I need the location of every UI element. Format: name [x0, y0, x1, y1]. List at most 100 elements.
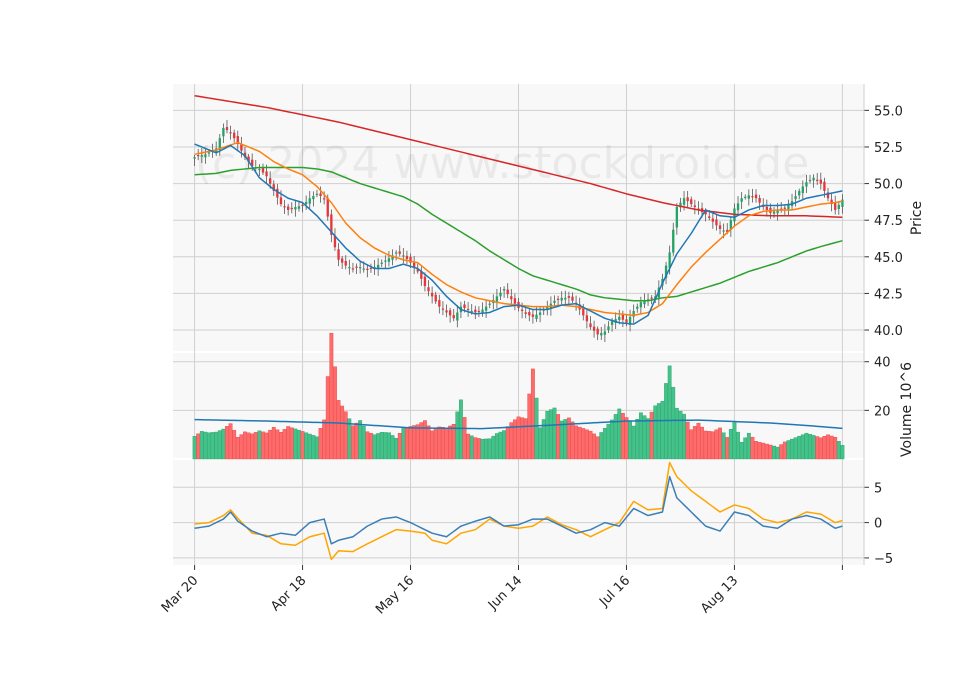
volume-bar [203, 431, 208, 460]
volume-bar [369, 432, 373, 460]
volume-bar [685, 421, 690, 460]
volume-bar [606, 423, 611, 460]
candle-body [272, 184, 275, 191]
candle-body [704, 211, 707, 215]
volume-bar [275, 429, 280, 460]
oscillator-ytick-label: −5 [874, 552, 893, 567]
candle-body [193, 157, 196, 159]
volume-bar [556, 414, 560, 460]
candle-body [528, 312, 531, 316]
volume-bar [257, 430, 262, 460]
candle-body [448, 310, 452, 316]
volume-bar [401, 428, 406, 460]
volume-bar [736, 431, 740, 460]
candle-body [664, 265, 668, 279]
volume-bar [196, 433, 201, 460]
candle-body [405, 255, 409, 260]
volume-bar [210, 432, 215, 460]
candle-body [538, 312, 542, 316]
candle-body [366, 268, 369, 270]
candle-body [466, 308, 470, 311]
volume-bar [282, 429, 287, 460]
candle-body [297, 206, 301, 209]
candle-body [423, 276, 427, 287]
volume-bar [703, 430, 708, 460]
candle-body [236, 135, 239, 145]
candle-body [502, 289, 506, 291]
candle-body [376, 264, 380, 270]
volume-bar [512, 419, 517, 460]
candle-body [772, 211, 776, 214]
candle-body [380, 262, 383, 264]
volume-bar [790, 438, 794, 460]
candle-body [787, 204, 790, 211]
volume-bar [351, 425, 355, 460]
candle-body [340, 258, 344, 263]
candle-body [754, 194, 758, 199]
volume-bar [232, 430, 237, 460]
candle-body [200, 155, 203, 157]
candle-body [643, 300, 646, 305]
volume-bar [656, 403, 661, 460]
candle-body [337, 249, 340, 260]
volume-bar [617, 408, 622, 460]
candle-body [801, 186, 804, 194]
volume-bar [653, 405, 658, 460]
xtick-label: Mar 20 [159, 573, 202, 616]
volume-bar [390, 435, 395, 460]
volume-bar [322, 419, 327, 460]
candle-body [690, 199, 693, 205]
volume-bar [768, 444, 773, 460]
volume-bars [192, 332, 845, 460]
candle-body [398, 251, 401, 254]
volume-bar [638, 412, 643, 460]
candle-body [441, 308, 445, 310]
volume-bar [754, 441, 758, 460]
candle-body [794, 196, 797, 200]
volume-bar [800, 434, 805, 460]
volume-bar [646, 418, 650, 460]
volume-bar [592, 433, 596, 460]
candle-body [744, 196, 747, 198]
candle-body [362, 268, 365, 270]
volume-bar [678, 410, 683, 460]
volume-bar [430, 430, 435, 460]
volume-bar [505, 426, 510, 460]
candle-body [693, 205, 697, 208]
volume-bar [624, 417, 629, 460]
candle-body [348, 267, 351, 269]
volume-bar [595, 436, 600, 460]
candle-body [294, 207, 297, 210]
candle-body [470, 310, 473, 313]
volume-bar [333, 366, 337, 460]
candle-body [607, 326, 610, 331]
volume-bar [264, 432, 269, 460]
axes [194, 84, 869, 570]
volume-bar [750, 436, 755, 460]
candle-body [639, 302, 643, 308]
volume-bar [696, 422, 701, 460]
oscillator-ytick-label: 0 [874, 517, 882, 532]
candle-body [618, 316, 621, 321]
volume-bar [775, 446, 780, 460]
volume-bar [509, 422, 514, 460]
volume-bar [660, 400, 665, 460]
volume-bar [297, 429, 301, 460]
volume-bar [405, 427, 409, 460]
candle-body [823, 181, 826, 191]
candle-body [506, 289, 509, 295]
volume-bar [707, 431, 712, 460]
volume-bar [746, 432, 751, 460]
indicator-lines [194, 94, 843, 561]
candle-body [686, 197, 689, 202]
ma-red-line [194, 94, 843, 219]
volume-bar [250, 433, 255, 460]
oscillator-ytick-label: 5 [874, 481, 882, 496]
candle-body [841, 199, 844, 207]
volume-bar [469, 435, 474, 460]
volume-bar [311, 435, 316, 460]
price-ytick-label: 40.0 [874, 324, 903, 339]
price-ytick-label: 47.5 [874, 214, 903, 229]
candle-body [556, 298, 560, 300]
